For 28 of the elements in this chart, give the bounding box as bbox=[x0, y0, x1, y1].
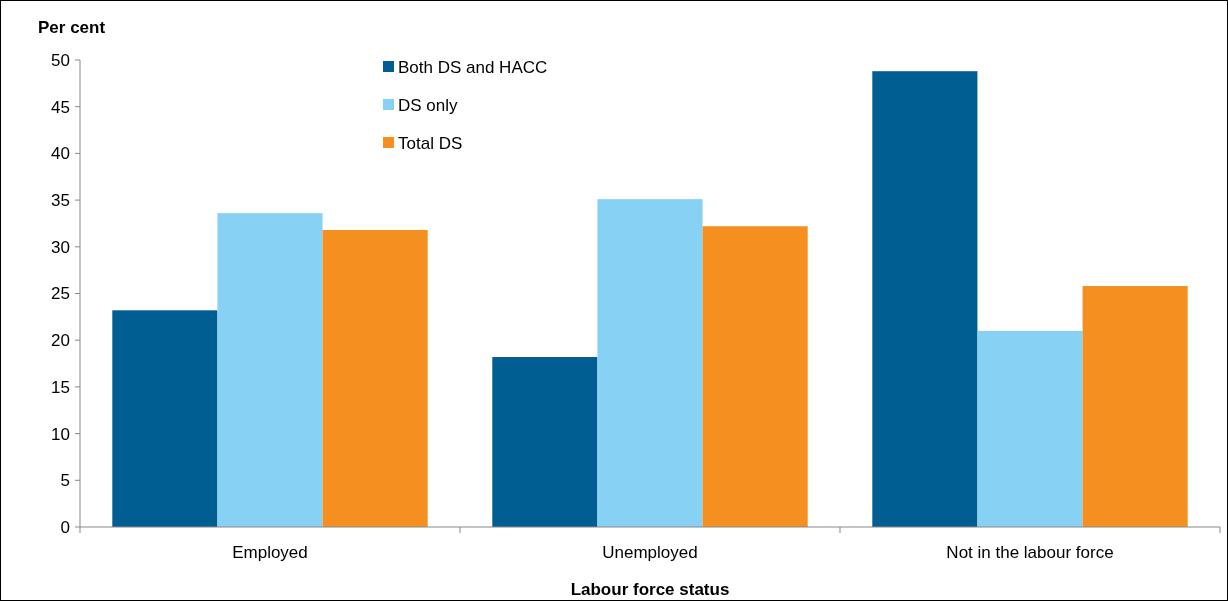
y-tick-label: 30 bbox=[51, 237, 70, 257]
y-tick-label: 20 bbox=[51, 331, 70, 351]
y-tick-label: 15 bbox=[51, 377, 70, 397]
bar bbox=[872, 71, 978, 527]
y-tick-label: 35 bbox=[51, 191, 70, 211]
bar bbox=[702, 226, 808, 527]
x-tick-label: Employed bbox=[232, 543, 308, 562]
y-tick-label: 25 bbox=[51, 284, 70, 304]
bar bbox=[492, 357, 598, 527]
y-tick-label: 0 bbox=[60, 517, 70, 537]
bar bbox=[217, 213, 323, 527]
x-tick-label: Unemployed bbox=[602, 543, 698, 562]
y-tick-label: 5 bbox=[60, 471, 70, 491]
y-tick-label: 40 bbox=[51, 144, 70, 164]
legend-label: Both DS and HACC bbox=[398, 57, 548, 77]
legend-label: DS only bbox=[398, 95, 459, 115]
y-tick-label: 10 bbox=[51, 424, 70, 444]
y-tick-label: 50 bbox=[51, 50, 70, 70]
y-axis-title: Per cent bbox=[38, 18, 106, 37]
bar bbox=[112, 310, 218, 527]
bar bbox=[1082, 286, 1188, 527]
bar bbox=[322, 229, 428, 527]
bar bbox=[597, 199, 703, 527]
x-tick-label: Not in the labour force bbox=[946, 543, 1114, 562]
bar bbox=[977, 330, 1083, 527]
legend-label: Total DS bbox=[398, 133, 463, 153]
y-tick-label: 45 bbox=[51, 97, 70, 117]
x-axis-title: Labour force status bbox=[570, 580, 730, 599]
